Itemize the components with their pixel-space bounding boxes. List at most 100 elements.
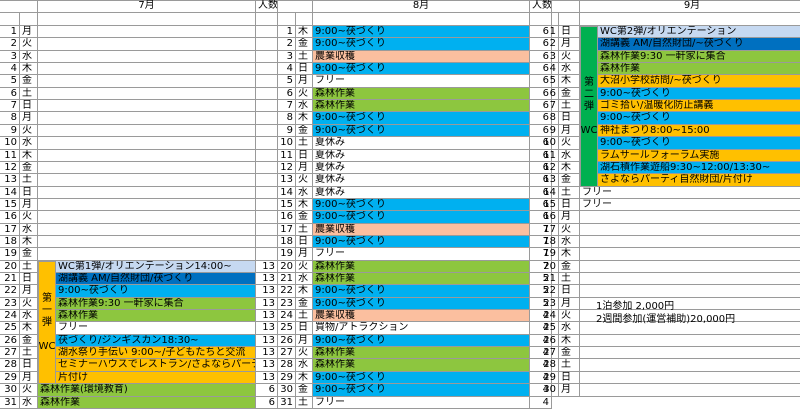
schedule-entry <box>580 310 800 322</box>
weekday: 日 <box>20 100 38 112</box>
schedule-entry: 神社まつり8:00~15:00 <box>598 125 800 137</box>
month-title: 7月 <box>38 0 256 13</box>
weekday: 日 <box>559 112 580 125</box>
day-number: 23 <box>539 298 559 310</box>
day-number: 30 <box>539 384 559 397</box>
weekday: 月 <box>559 298 580 310</box>
weekday: 火 <box>20 125 38 137</box>
participant-count: 13 <box>256 322 278 335</box>
schedule-entry: フリー <box>56 322 256 335</box>
weekday: 木 <box>296 372 313 384</box>
day-number: 23 <box>0 298 20 310</box>
weekday: 木 <box>20 150 38 162</box>
participant-count <box>256 38 278 51</box>
spacer <box>580 13 800 26</box>
month-title: 8月 <box>313 0 530 13</box>
spacer <box>0 13 20 26</box>
schedule-entry: セミナーハウスでレストラン/さよならパーティ12:00~ <box>56 359 256 372</box>
schedule-entry <box>38 63 256 75</box>
day-number: 29 <box>0 372 20 384</box>
weekday: 火 <box>20 298 38 310</box>
schedule-entry: ラムサールフォーラム実施 <box>598 150 800 162</box>
schedule-entry <box>580 335 800 347</box>
weekday: 日 <box>559 26 580 38</box>
spacer <box>539 13 559 26</box>
weekday: 日 <box>20 187 38 199</box>
day-number: 18 <box>539 236 559 248</box>
day-number: 11 <box>274 150 296 162</box>
schedule-entry <box>38 199 256 211</box>
participant-count: 6 <box>256 384 278 397</box>
weekday: 月 <box>296 335 313 347</box>
day-number: 5 <box>539 75 559 88</box>
day-number: 22 <box>274 285 296 298</box>
participant-count <box>256 150 278 162</box>
weekday: 土 <box>559 359 580 372</box>
weekday: 火 <box>559 51 580 63</box>
schedule-entry: 湖水祭り手伝い 9:00~/子どもたちと交流 <box>56 347 256 359</box>
schedule-entry <box>38 137 256 150</box>
day-number: 26 <box>539 335 559 347</box>
schedule-entry: 9:00~茯づくり <box>313 372 530 384</box>
participant-count <box>256 236 278 248</box>
day-number: 24 <box>0 310 20 322</box>
weekday: 日 <box>20 273 38 285</box>
weekday: 火 <box>296 261 313 273</box>
schedule-entry: フリー <box>313 248 530 261</box>
day-number: 4 <box>0 63 20 75</box>
weekday: 金 <box>559 174 580 187</box>
day-number: 26 <box>0 335 20 347</box>
weekday: 水 <box>20 137 38 150</box>
day-number: 1 <box>274 26 296 38</box>
day-number: 15 <box>539 199 559 211</box>
day-number: 19 <box>539 248 559 261</box>
schedule-entry: 夏休み <box>313 187 530 199</box>
weekday: 木 <box>559 75 580 88</box>
weekday: 木 <box>296 112 313 125</box>
weekday: 水 <box>296 100 313 112</box>
participant-count <box>256 75 278 88</box>
day-number: 22 <box>539 285 559 298</box>
weekday: 金 <box>20 248 38 261</box>
day-number: 23 <box>274 298 296 310</box>
weekday: 火 <box>20 211 38 224</box>
weekday: 土 <box>559 100 580 112</box>
weekday: 金 <box>559 347 580 359</box>
weekday: 金 <box>20 162 38 174</box>
participant-count <box>256 187 278 199</box>
day-number: 3 <box>274 51 296 63</box>
schedule-entry: 9:00~茯づくり <box>313 63 530 75</box>
day-number: 7 <box>0 100 20 112</box>
day-number: 10 <box>0 137 20 150</box>
spacer <box>296 13 313 26</box>
participant-count <box>256 137 278 150</box>
day-number: 6 <box>274 88 296 100</box>
schedule-entry: フリー <box>580 199 800 211</box>
weekday: 木 <box>296 285 313 298</box>
schedule-entry: 森林作業 <box>38 397 256 409</box>
schedule-entry: さよならパーティ自然財団/片付け <box>598 174 800 187</box>
day-number: 8 <box>274 112 296 125</box>
schedule-entry: 夏休み <box>313 137 530 150</box>
schedule-entry: フリー <box>313 75 530 88</box>
day-number: 12 <box>274 162 296 174</box>
day-number: 29 <box>539 372 559 384</box>
schedule-entry: 森林作業 <box>313 261 530 273</box>
participant-count <box>256 26 278 38</box>
weekday: 日 <box>559 372 580 384</box>
schedule-entry <box>580 298 800 310</box>
weekday: 木 <box>20 236 38 248</box>
schedule-entry: 森林作業9:30 一軒家に集合 <box>598 51 800 63</box>
day-number: 6 <box>0 88 20 100</box>
day-number: 18 <box>0 236 20 248</box>
schedule-entry <box>580 224 800 236</box>
schedule-entry <box>580 236 800 248</box>
weekday: 水 <box>296 187 313 199</box>
schedule-entry <box>38 174 256 187</box>
weekday: 日 <box>296 150 313 162</box>
weekday: 火 <box>559 137 580 150</box>
weekday: 月 <box>296 248 313 261</box>
day-number: 19 <box>0 248 20 261</box>
weekday: 月 <box>20 199 38 211</box>
weekday: 月 <box>559 125 580 137</box>
